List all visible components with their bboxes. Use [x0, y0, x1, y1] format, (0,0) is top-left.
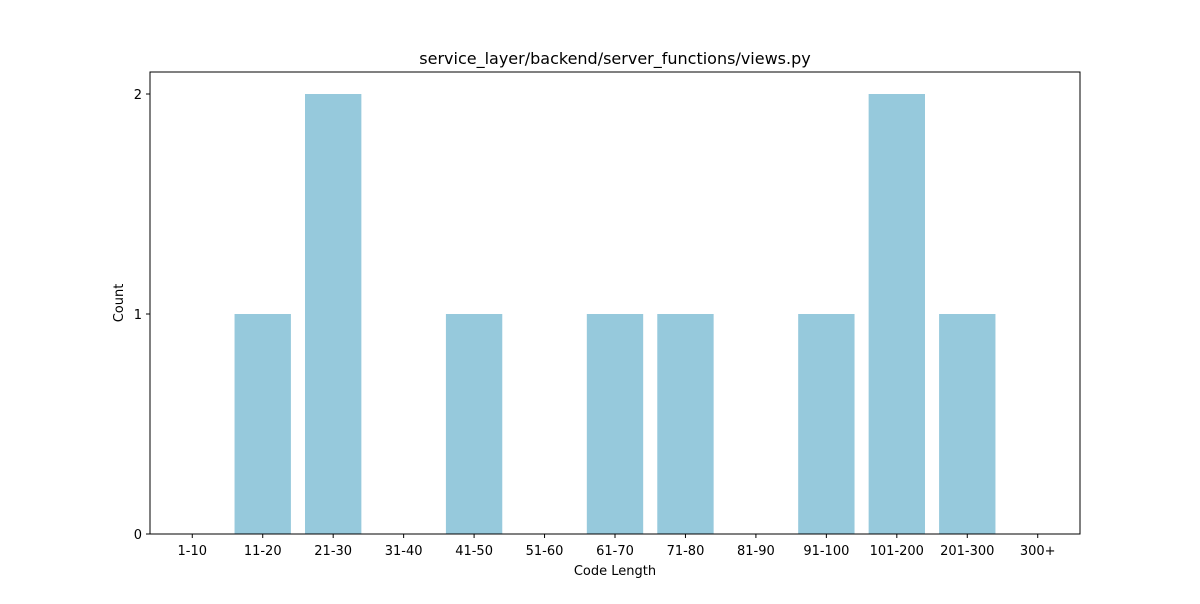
bar-11-20: [234, 314, 291, 534]
x-tick-label: 101-200: [870, 544, 924, 559]
bar-41-50: [445, 314, 503, 534]
bar-61-70: [586, 314, 644, 534]
bar-71-80: [657, 314, 714, 534]
x-tick-label: 300+: [1020, 544, 1056, 559]
x-tick-label: 91-100: [803, 544, 849, 559]
bars-layer: [234, 94, 996, 534]
y-tick-label: 2: [134, 88, 142, 103]
x-tick-label: 1-10: [178, 544, 208, 559]
x-tick-label: 81-90: [737, 544, 775, 559]
x-tick-label: 51-60: [526, 544, 564, 559]
x-tick-label: 11-20: [244, 544, 282, 559]
x-tick-label: 71-80: [667, 544, 705, 559]
y-axis-label: Count: [112, 284, 127, 323]
y-tick-label: 0: [134, 528, 142, 543]
x-tick-label: 61-70: [596, 544, 634, 559]
bar-101-200: [868, 94, 925, 534]
y-axis-ticks: 0 1 2: [134, 88, 150, 543]
x-axis-label: Code Length: [574, 564, 656, 579]
chart-title: service_layer/backend/server_functions/v…: [419, 49, 810, 69]
x-tick-label: 41-50: [455, 544, 493, 559]
y-tick-label: 1: [134, 308, 142, 323]
x-tick-label: 201-300: [940, 544, 994, 559]
x-axis-ticks: 1-10 11-20 21-30 31-40 41-50 51-60 61-70 71-80 8…: [178, 534, 1056, 559]
x-tick-label: 21-30: [314, 544, 352, 559]
bar-91-100: [798, 314, 855, 534]
x-tick-label: 31-40: [385, 544, 423, 559]
bar-21-30: [305, 94, 362, 534]
bar-201-300: [939, 314, 996, 534]
